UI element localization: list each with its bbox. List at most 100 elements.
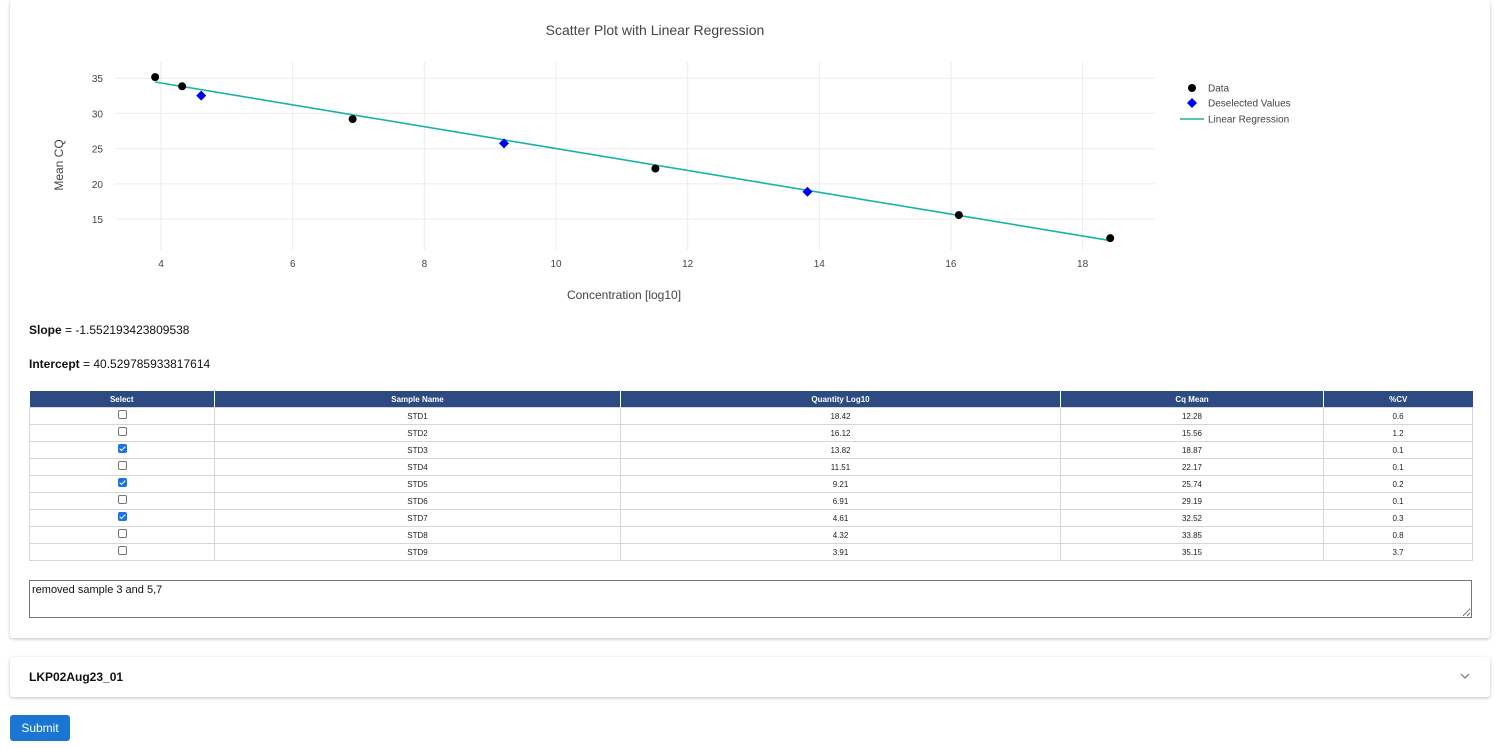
select-cell (29, 509, 215, 527)
column-header-cv: %CV (1323, 391, 1473, 408)
y-tick-label: 35 (92, 74, 104, 85)
cq-mean-cell: 29.19 (1060, 492, 1324, 510)
x-axis-label: Concentration [log10] (567, 288, 681, 302)
select-checkbox[interactable] (117, 494, 127, 504)
select-cell (29, 407, 215, 425)
data-point (348, 115, 357, 124)
table-row: STD1 18.42 12.28 0.6 (29, 407, 1473, 425)
select-checkbox[interactable] (117, 443, 127, 453)
cv-cell: 3.7 (1323, 543, 1473, 561)
legend-label-data: Data (1208, 84, 1230, 95)
data-point (1106, 234, 1115, 243)
cq-mean-cell: 32.52 (1060, 509, 1324, 527)
table-row: STD8 4.32 33.85 0.8 (29, 526, 1473, 544)
quantity-cell: 16.12 (620, 424, 1061, 442)
sample-name-cell: STD1 (214, 407, 621, 425)
table-row: STD9 3.91 35.15 3.7 (29, 543, 1473, 561)
cv-cell: 0.1 (1323, 458, 1473, 476)
column-header-select: Select (29, 391, 215, 408)
slope-value: = -1.552193423809538 (65, 323, 190, 337)
select-checkbox[interactable] (117, 511, 127, 521)
cq-mean-cell: 33.85 (1060, 526, 1324, 544)
cq-mean-cell: 12.28 (1060, 407, 1324, 425)
table-row: STD2 16.12 15.56 1.2 (29, 424, 1473, 442)
cq-mean-cell: 15.56 (1060, 424, 1324, 442)
select-cell (29, 475, 215, 493)
legend-marker-data (1188, 84, 1196, 92)
cq-mean-cell: 25.74 (1060, 475, 1324, 493)
sample-name-cell: STD7 (214, 509, 621, 527)
intercept-label: Intercept (29, 357, 80, 371)
select-cell (29, 441, 215, 459)
select-checkbox[interactable] (117, 477, 127, 487)
select-cell (29, 526, 215, 544)
data-point (151, 73, 160, 82)
y-tick-label: 15 (92, 215, 104, 226)
legend-marker-deselected (1187, 98, 1197, 108)
quantity-cell: 3.91 (620, 543, 1061, 561)
select-cell (29, 458, 215, 476)
table-row: STD7 4.61 32.52 0.3 (29, 509, 1473, 527)
x-tick-label: 16 (945, 259, 957, 270)
y-tick-label: 25 (92, 145, 104, 156)
chevron-down-icon[interactable] (1458, 669, 1472, 683)
x-tick-label: 6 (290, 259, 296, 270)
deselected-point (499, 138, 510, 149)
table-row: STD6 6.91 29.19 0.1 (29, 492, 1473, 510)
slope-readout: Slope = -1.552193423809538 (29, 323, 189, 337)
select-checkbox[interactable] (117, 528, 127, 538)
x-tick-label: 10 (550, 259, 562, 270)
data-point (651, 164, 660, 173)
table-row: STD4 11.51 22.17 0.1 (29, 458, 1473, 476)
cv-cell: 1.2 (1323, 424, 1473, 442)
cq-mean-cell: 35.15 (1060, 543, 1324, 561)
samples-table-wrap: Select Sample Name Quantity Log10 Cq Mea… (29, 391, 1473, 561)
x-tick-label: 4 (158, 259, 164, 270)
cv-cell: 0.8 (1323, 526, 1473, 544)
column-header-quantity-log10: Quantity Log10 (620, 391, 1061, 408)
quantity-cell: 18.42 (620, 407, 1061, 425)
notes-textarea[interactable]: removed sample 3 and 5,7 (29, 580, 1472, 618)
data-point (954, 211, 963, 220)
intercept-readout: Intercept = 40.529785933817614 (29, 357, 210, 371)
samples-table: Select Sample Name Quantity Log10 Cq Mea… (29, 391, 1473, 561)
select-cell (29, 543, 215, 561)
select-cell (29, 424, 215, 442)
y-tick-label: 20 (92, 180, 104, 191)
accordion-title: LKP02Aug23_01 (29, 670, 124, 684)
x-tick-label: 14 (814, 259, 826, 270)
data-point (178, 82, 187, 91)
deselected-point (196, 90, 207, 101)
submit-button[interactable]: Submit (10, 715, 70, 741)
x-tick-label: 8 (422, 259, 428, 270)
deselected-point (802, 186, 813, 197)
select-checkbox[interactable] (117, 426, 127, 436)
select-checkbox[interactable] (117, 460, 127, 470)
y-axis-label: Mean CQ (52, 139, 66, 190)
x-tick-label: 18 (1077, 259, 1089, 270)
cq-mean-cell: 22.17 (1060, 458, 1324, 476)
sample-name-cell: STD4 (214, 458, 621, 476)
cv-cell: 0.3 (1323, 509, 1473, 527)
run-accordion[interactable]: LKP02Aug23_01 (10, 657, 1490, 697)
sample-name-cell: STD3 (214, 441, 621, 459)
y-tick-label: 30 (92, 109, 104, 120)
cq-mean-cell: 18.87 (1060, 441, 1324, 459)
quantity-cell: 4.32 (620, 526, 1061, 544)
select-checkbox[interactable] (117, 545, 127, 555)
x-tick-label: 12 (682, 259, 694, 270)
legend-label-deselected: Deselected Values (1208, 99, 1291, 110)
regression-line (155, 81, 1111, 242)
cv-cell: 0.1 (1323, 492, 1473, 510)
cv-cell: 0.6 (1323, 407, 1473, 425)
quantity-cell: 6.91 (620, 492, 1061, 510)
sample-name-cell: STD2 (214, 424, 621, 442)
table-row: STD5 9.21 25.74 0.2 (29, 475, 1473, 493)
select-cell (29, 492, 215, 510)
sample-name-cell: STD5 (214, 475, 621, 493)
cv-cell: 0.1 (1323, 441, 1473, 459)
cv-cell: 0.2 (1323, 475, 1473, 493)
select-checkbox[interactable] (117, 409, 127, 419)
quantity-cell: 4.61 (620, 509, 1061, 527)
quantity-cell: 11.51 (620, 458, 1061, 476)
